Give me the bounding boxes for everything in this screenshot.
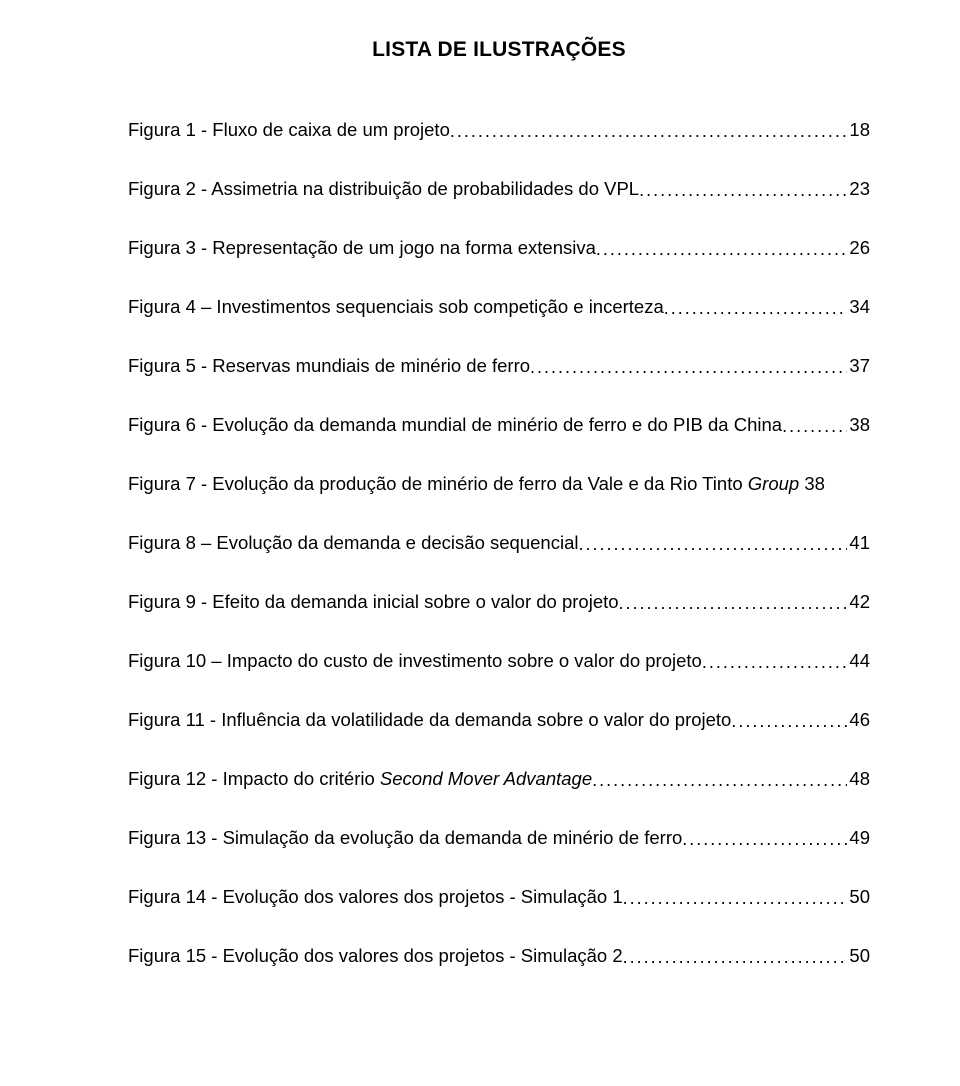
toc-entry: Figura 3 - Representação de um jogo na f… (128, 236, 870, 261)
toc-label: Figura 1 - Fluxo de caixa de um projeto (128, 118, 450, 143)
toc-dots (682, 827, 847, 851)
toc-label-text: Figura 7 - Evolução da produção de minér… (128, 473, 748, 494)
toc-label-text: Figura 12 - Impacto do critério (128, 768, 380, 789)
toc-label: Figura 5 - Reservas mundiais de minério … (128, 354, 530, 379)
toc-page: 44 (847, 649, 870, 674)
toc-label: Figura 10 – Impacto do custo de investim… (128, 649, 702, 674)
toc-label: Figura 8 – Evolução da demanda e decisão… (128, 531, 578, 556)
toc-page: 50 (847, 944, 870, 969)
toc-dots (596, 237, 848, 261)
toc-dots (450, 119, 848, 143)
toc-label: Figura 11 - Influência da volatilidade d… (128, 708, 731, 733)
toc-label: Figura 15 - Evolução dos valores dos pro… (128, 944, 623, 969)
toc-dots (782, 414, 847, 438)
toc-dots (664, 296, 848, 320)
toc-label: Figura 6 - Evolução da demanda mundial d… (128, 413, 782, 438)
toc-entry: Figura 5 - Reservas mundiais de minério … (128, 354, 870, 379)
toc-entry: Figura 11 - Influência da volatilidade d… (128, 708, 870, 733)
toc-page: 46 (847, 708, 870, 733)
toc-dots (592, 768, 847, 792)
toc-page: 37 (847, 354, 870, 379)
toc-label: Figura 3 - Representação de um jogo na f… (128, 236, 596, 261)
toc-entry: Figura 9 - Efeito da demanda inicial sob… (128, 590, 870, 615)
toc-dots (623, 945, 848, 969)
toc-page: 38 (799, 473, 825, 494)
toc-entry: Figura 13 - Simulação da evolução da dem… (128, 826, 870, 851)
toc-page: 42 (847, 590, 870, 615)
toc-entry: Figura 1 - Fluxo de caixa de um projeto … (128, 118, 870, 143)
toc-label: Figura 13 - Simulação da evolução da dem… (128, 826, 682, 851)
toc-page: 50 (847, 885, 870, 910)
toc-label: Figura 9 - Efeito da demanda inicial sob… (128, 590, 619, 615)
page-title: LISTA DE ILUSTRAÇÕES (128, 38, 870, 62)
toc-entry: Figura 8 – Evolução da demanda e decisão… (128, 531, 870, 556)
toc-label: Figura 7 - Evolução da produção de minér… (128, 472, 825, 497)
toc-page: 34 (847, 295, 870, 320)
toc-dots (623, 886, 848, 910)
toc-entry: Figura 7 - Evolução da produção de minér… (128, 472, 870, 497)
toc-label-italic: Group (748, 473, 799, 494)
toc-page: 41 (847, 531, 870, 556)
toc-label-italic: Second Mover Advantage (380, 768, 592, 789)
toc-dots (639, 178, 847, 202)
toc-entry: Figura 2 - Assimetria na distribuição de… (128, 177, 870, 202)
toc-page: 18 (847, 118, 870, 143)
toc-entry: Figura 14 - Evolução dos valores dos pro… (128, 885, 870, 910)
toc-entry: Figura 10 – Impacto do custo de investim… (128, 649, 870, 674)
toc-dots (530, 355, 847, 379)
toc-entry: Figura 4 – Investimentos sequenciais sob… (128, 295, 870, 320)
toc-page: 49 (847, 826, 870, 851)
toc-dots (619, 591, 848, 615)
toc-list: Figura 1 - Fluxo de caixa de um projeto … (128, 118, 870, 1003)
toc-dots (578, 532, 847, 556)
toc-entry: Figura 12 - Impacto do critério Second M… (128, 767, 870, 792)
toc-dots (731, 709, 847, 733)
toc-label: Figura 2 - Assimetria na distribuição de… (128, 177, 639, 202)
toc-dots (702, 650, 848, 674)
toc-label: Figura 4 – Investimentos sequenciais sob… (128, 295, 664, 320)
toc-page: 48 (847, 767, 870, 792)
toc-entry: Figura 15 - Evolução dos valores dos pro… (128, 944, 870, 969)
toc-label: Figura 12 - Impacto do critério Second M… (128, 767, 592, 792)
toc-entry: Figura 6 - Evolução da demanda mundial d… (128, 413, 870, 438)
toc-page: 26 (847, 236, 870, 261)
toc-label: Figura 14 - Evolução dos valores dos pro… (128, 885, 623, 910)
toc-page: 23 (847, 177, 870, 202)
toc-page: 38 (847, 413, 870, 438)
